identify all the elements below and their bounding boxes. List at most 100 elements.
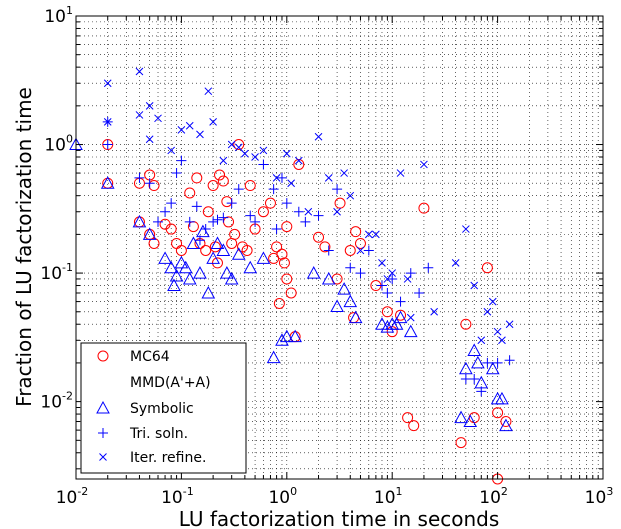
mc64-point xyxy=(200,244,212,256)
tri-soln-point xyxy=(469,373,480,384)
symbolic-point xyxy=(288,329,302,343)
mc64-point xyxy=(165,223,177,235)
iter-refine-point xyxy=(177,126,186,134)
tri-soln-point xyxy=(191,201,202,212)
symbolic-point xyxy=(330,299,344,312)
legend-item-mmd-a-a: MMD(A'+A) xyxy=(130,375,211,391)
tri-soln-point xyxy=(233,184,244,195)
legend-marker xyxy=(96,400,110,414)
symbolic-point xyxy=(499,418,513,432)
tri-soln-point xyxy=(313,210,324,221)
symbolic-point xyxy=(393,310,408,324)
mc64-point xyxy=(500,416,512,428)
tri-soln-point xyxy=(323,245,334,256)
plot-frame xyxy=(75,15,604,480)
tri-soln-point xyxy=(218,212,229,223)
symbolic-point xyxy=(100,176,115,189)
symbolic-point xyxy=(186,236,201,249)
symbolic-point xyxy=(158,251,172,264)
y-tick-labels: 10-2 10-1 100 101 xyxy=(40,4,73,413)
symbolic-point xyxy=(243,260,258,274)
mc64-point xyxy=(293,158,305,170)
iter-refine-point xyxy=(340,169,348,177)
mc64-point xyxy=(241,244,253,256)
symbolic-point xyxy=(337,282,351,295)
iter-refine-point xyxy=(488,297,497,306)
symbolic-point xyxy=(216,243,231,256)
mc64-point xyxy=(278,257,290,269)
symbolic-point xyxy=(206,251,220,264)
y-tick-label: 100 xyxy=(44,133,73,156)
tri-soln-point xyxy=(153,216,164,227)
symbolic-point xyxy=(279,329,294,343)
symbolic-point xyxy=(348,310,363,324)
mc64-point xyxy=(492,407,504,419)
iter-refine-point xyxy=(470,281,479,290)
tri-soln-point xyxy=(492,357,503,368)
x-tick-label: 100 xyxy=(268,485,297,508)
y-tick-label: 101 xyxy=(44,4,73,27)
iter-refine-point xyxy=(241,149,249,158)
iter-refine-point xyxy=(135,67,144,76)
iter-refine-point xyxy=(196,130,204,139)
iter-refine-point xyxy=(493,327,502,336)
tri-soln-point xyxy=(258,159,269,170)
symbolic-point xyxy=(224,271,239,285)
symbolic-point xyxy=(463,414,478,428)
iter-refine-point xyxy=(498,336,506,345)
mc64-point xyxy=(418,202,430,214)
tri-soln-point xyxy=(281,198,292,209)
symbolic-point xyxy=(471,355,485,369)
mc64-point xyxy=(233,139,245,151)
mc64-point xyxy=(202,206,214,218)
tri-soln-point xyxy=(460,373,471,384)
symbolic-point xyxy=(403,324,418,338)
iter-refine-point xyxy=(287,179,296,188)
symbolic-point xyxy=(266,350,281,364)
legend-item-tri-soln: Tri. soln. xyxy=(98,426,188,442)
symbolic-point xyxy=(485,361,500,375)
symbolic-point xyxy=(178,260,193,274)
iter-refine-point xyxy=(145,135,154,144)
legend-label: Tri. soln. xyxy=(129,426,188,442)
iter-refine-point xyxy=(396,169,405,177)
tri-soln-point xyxy=(355,268,366,279)
y-tick-label: 10-1 xyxy=(40,261,73,284)
tri-soln-point xyxy=(293,206,304,217)
iter-refine-point xyxy=(282,149,291,158)
iter-refine-point xyxy=(304,207,313,216)
mc64-point xyxy=(319,241,331,253)
iter-refine-point xyxy=(364,230,373,239)
mc64-point xyxy=(211,257,223,269)
symbolic-point xyxy=(174,255,189,269)
symbolic-point xyxy=(193,266,207,279)
mc64-point xyxy=(481,262,493,274)
iter-refine-point xyxy=(383,275,392,283)
iter-refine-point xyxy=(477,336,486,345)
symbolic-point xyxy=(275,333,289,346)
iter-refine-point xyxy=(406,313,415,322)
mc64-point xyxy=(214,169,226,181)
mc64-point xyxy=(354,237,366,249)
x-tick-label: 102 xyxy=(479,485,508,508)
iter-refine-point xyxy=(378,259,386,267)
tri-soln-point xyxy=(166,198,177,209)
iter-refine-point xyxy=(259,146,268,155)
tri-soln-point xyxy=(134,172,145,183)
mc64-point xyxy=(281,221,293,233)
y-axis-title: Fraction of LU factorization time xyxy=(12,87,36,407)
tri-soln-point xyxy=(300,216,311,227)
symbolic-point xyxy=(167,278,181,292)
iter-refine-point xyxy=(204,87,213,96)
iter-refine-point xyxy=(251,153,259,161)
symbolic-point xyxy=(306,266,321,279)
mc64-point xyxy=(313,231,325,243)
legend-item-mc64: MC64 xyxy=(97,349,170,365)
series-symbolic xyxy=(69,137,513,432)
mc64-point xyxy=(350,226,362,238)
iter-refine-point xyxy=(356,246,365,255)
mc64-point xyxy=(184,187,196,199)
mc64-point xyxy=(244,180,256,192)
iter-refine-point xyxy=(154,114,162,123)
symbolic-point xyxy=(459,361,473,375)
